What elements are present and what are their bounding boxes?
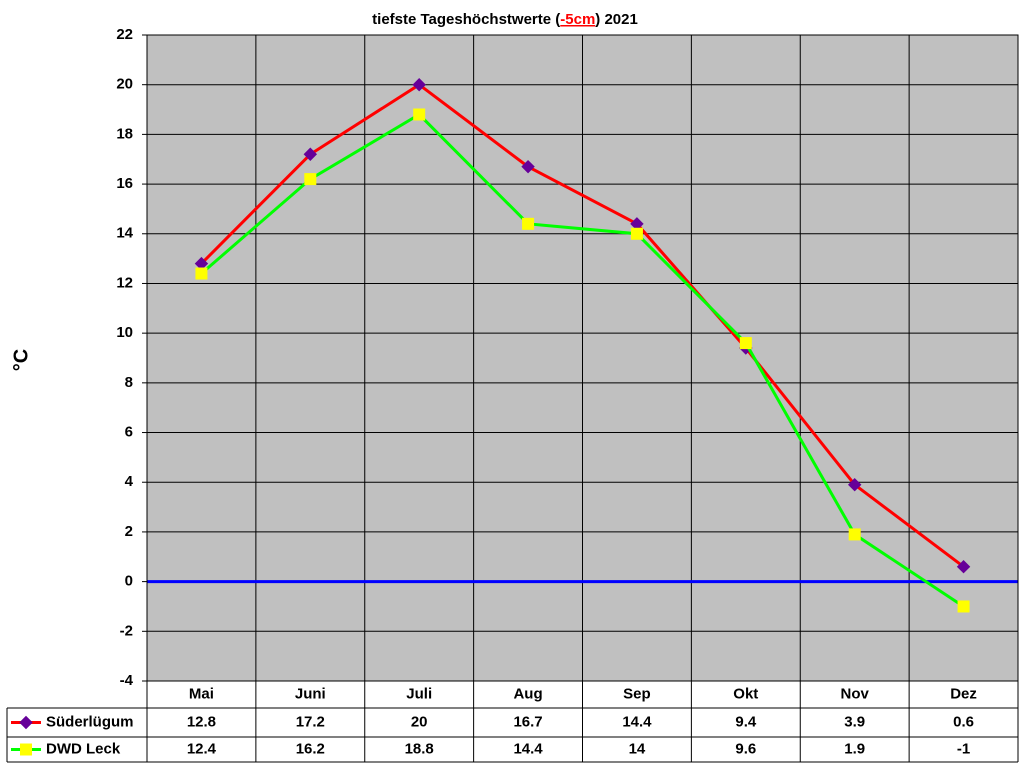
y-tick-label: 0 — [125, 573, 133, 590]
table-value: 14.4 — [622, 713, 652, 730]
table-value: 14.4 — [513, 740, 543, 757]
y-tick-label: 12 — [116, 274, 133, 291]
y-tick-label: 20 — [116, 76, 133, 93]
x-tick-label: Nov — [841, 685, 870, 702]
data-point — [739, 337, 752, 350]
y-tick-label: 18 — [116, 125, 133, 142]
table-value: 12.8 — [187, 713, 216, 730]
table-value: 12.4 — [187, 740, 217, 757]
title-highlight: -5cm — [560, 11, 595, 28]
table-value: 0.6 — [953, 713, 974, 730]
data-point — [630, 227, 643, 240]
series-line — [200, 82, 965, 568]
title-part: ) 2021 — [595, 11, 638, 28]
legend-label: Süderlügum — [46, 713, 134, 730]
y-axis-label: °C — [10, 349, 32, 371]
title-part: tiefste Tageshöchstwerte ( — [372, 11, 560, 28]
data-point — [522, 217, 535, 230]
data-point — [413, 108, 426, 121]
data-point — [412, 77, 426, 92]
x-tick-label: Juli — [406, 685, 432, 702]
y-tick-label: 16 — [116, 175, 133, 192]
legend-marker — [20, 743, 32, 756]
y-tick-label: 10 — [116, 324, 133, 341]
table-value: -1 — [957, 740, 970, 757]
table-value: 16.7 — [513, 713, 542, 730]
table-value: 14 — [629, 740, 646, 757]
chart-title: tiefste Tageshöchstwerte (-5cm) 2021 — [372, 11, 638, 28]
y-tick-label: 22 — [116, 26, 133, 43]
table-value: 20 — [411, 713, 428, 730]
y-tick-label: 6 — [125, 424, 133, 441]
x-tick-label: Okt — [733, 685, 758, 702]
table-value: 3.9 — [844, 713, 865, 730]
table-value: 9.4 — [735, 713, 757, 730]
series-line — [200, 112, 965, 608]
y-tick-label: 2 — [125, 523, 133, 540]
table-value: 1.9 — [844, 740, 865, 757]
x-tick-label: Aug — [513, 685, 542, 702]
data-point — [195, 267, 208, 280]
data-point — [956, 560, 971, 574]
legend-label: DWD Leck — [46, 740, 121, 757]
data-point — [848, 528, 861, 541]
y-tick-label: 14 — [116, 225, 133, 242]
data-point — [303, 147, 318, 161]
data-point — [847, 478, 862, 492]
table-value: 18.8 — [405, 740, 434, 757]
y-tick-label: -2 — [120, 622, 133, 639]
x-tick-label: Mai — [189, 685, 214, 702]
table-value: 9.6 — [735, 740, 756, 757]
table-value: 17.2 — [296, 713, 325, 730]
y-tick-label: -4 — [120, 672, 134, 689]
data-point — [304, 173, 317, 186]
x-tick-label: Dez — [950, 685, 977, 702]
x-tick-label: Sep — [623, 685, 651, 702]
data-point — [957, 600, 970, 613]
y-tick-label: 4 — [125, 473, 134, 490]
table-value: 16.2 — [296, 740, 325, 757]
data-point — [521, 159, 535, 174]
legend-marker — [19, 715, 33, 730]
y-tick-label: 8 — [125, 374, 133, 391]
x-tick-label: Juni — [295, 685, 326, 702]
